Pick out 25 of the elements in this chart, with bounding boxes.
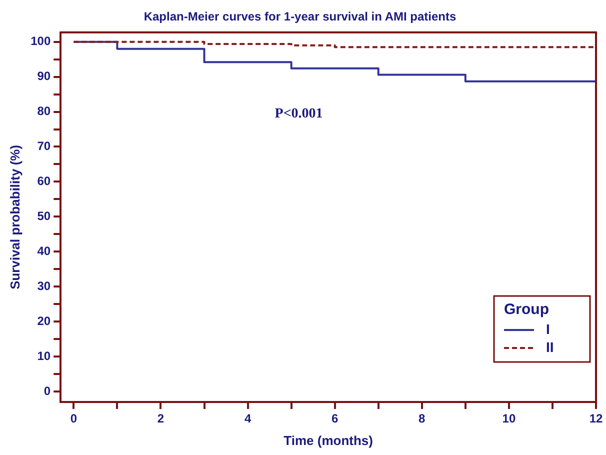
x-tick-label: 12 — [589, 412, 603, 426]
y-tick-label: 20 — [37, 314, 51, 328]
y-tick-label: 60 — [37, 174, 51, 188]
legend-title: Group — [504, 301, 549, 318]
x-tick-label: 10 — [502, 412, 516, 426]
y-tick-label: 80 — [37, 104, 51, 118]
y-tick-label: 70 — [37, 139, 51, 154]
y-tick-label: 50 — [37, 208, 51, 223]
y-tick-label: 10 — [37, 348, 51, 363]
legend-label: II — [546, 338, 554, 355]
x-tick-label: 4 — [244, 412, 252, 426]
x-tick-label: 8 — [418, 412, 426, 426]
x-tick-label: 2 — [157, 412, 164, 426]
x-axis-title: Time (months) — [284, 432, 373, 448]
annotation: P<0.001 — [274, 106, 323, 122]
y-tick-label: 0 — [44, 384, 51, 398]
y-tick-label: 40 — [37, 244, 51, 258]
y-tick-label: 30 — [37, 278, 51, 293]
y-tick-label: 90 — [37, 69, 51, 84]
x-tick-label: 0 — [70, 412, 78, 426]
x-tick-label: 6 — [331, 412, 338, 426]
y-axis-title: Survival probability (%) — [7, 144, 22, 290]
legend-label: I — [546, 320, 550, 337]
chart-title: Kaplan-Meier curves for 1-year survival in AMI patients — [144, 10, 456, 24]
y-tick-label: 100 — [30, 34, 51, 48]
